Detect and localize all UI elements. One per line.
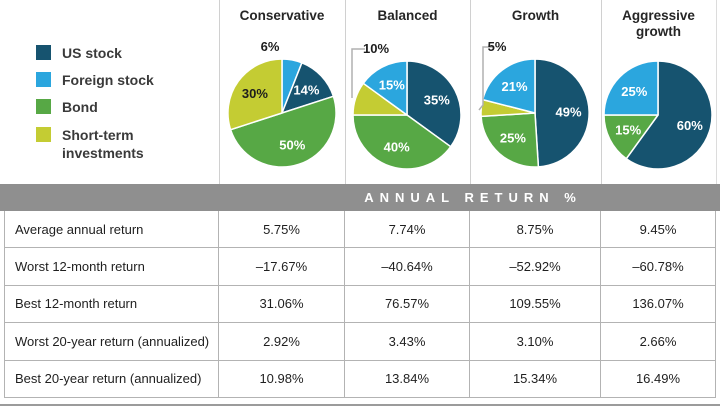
table-row-label: Worst 12-month return [4, 248, 219, 286]
pie-slice-short-term-investments [227, 58, 283, 131]
table-cell: 109.55% [470, 285, 601, 324]
pie-label: 6% [261, 39, 280, 54]
column-divider [470, 0, 471, 184]
pie-label: 49% [555, 104, 581, 119]
legend-item: Bond [36, 98, 172, 116]
table-cell: 3.43% [345, 323, 470, 361]
pie-label: 35% [424, 92, 450, 107]
table-row-label: Worst 20-year return (annualized) [4, 323, 219, 361]
pie-label-leader-line [351, 48, 365, 98]
table-cell: 16.49% [601, 360, 716, 398]
pie-slice-foreign-stock [362, 60, 408, 116]
table-cell: 2.66% [601, 323, 716, 361]
returns-table: Average annual return 5.75% 7.74% 8.75% … [4, 211, 716, 398]
pie-label: 60% [677, 118, 703, 133]
portfolio-header-conservative: Conservative [239, 8, 325, 23]
pie-slice-bond [352, 114, 452, 170]
annual-return-title: ANNUAL RETURN % [364, 190, 582, 205]
table-cell: 9.45% [601, 211, 716, 249]
table-cell: 8.75% [470, 211, 601, 249]
pie-label: 14% [293, 83, 319, 98]
column-divider [345, 0, 346, 184]
pie-label: 40% [384, 139, 410, 154]
column-divider [219, 0, 220, 184]
table-row-label: Average annual return [4, 211, 219, 249]
pie-slice-us-stock [625, 60, 713, 170]
pie-label: 21% [501, 79, 527, 94]
column-divider [601, 0, 602, 184]
table-cell: 5.75% [219, 211, 345, 249]
bond-swatch-icon [36, 99, 51, 115]
pie-label: 30% [242, 86, 268, 101]
table-cell: 2.92% [219, 323, 345, 361]
pie-label: 5% [488, 39, 507, 54]
legend-item: Short-term investments [36, 126, 172, 162]
portfolio-header-aggressive-growth: Aggressive growth [622, 8, 695, 40]
pie-charts-canvas: 6% 14% 50% 30% 35% 40% 10% 15% 49% 25% 5% 21% 60% 15%… [227, 39, 713, 170]
foreign-stock-swatch-icon [36, 72, 51, 88]
legend-label: US stock [62, 45, 122, 61]
pie-slice-us-stock [534, 58, 590, 168]
pie-label: 50% [279, 137, 305, 152]
legend-label: Bond [62, 99, 98, 116]
pie-label: 25% [500, 131, 526, 146]
legend-label: Short-term investments [62, 126, 144, 161]
table-cell: 10.98% [219, 360, 345, 398]
table-cell: 31.06% [219, 285, 345, 324]
us-stock-swatch-icon [36, 45, 51, 60]
table-cell: 76.57% [345, 285, 470, 324]
annual-return-band: ANNUAL RETURN % [0, 184, 720, 211]
table-cell: –40.64% [345, 248, 470, 286]
pie-slice-us-stock [406, 60, 462, 148]
pie-label: 25% [621, 84, 647, 99]
table-cell: –52.92% [470, 248, 601, 286]
legend-item: Foreign stock [36, 71, 172, 89]
pie-label: 15% [615, 123, 641, 138]
table-row-label: Best 12-month return [4, 285, 219, 324]
legend-label: Foreign stock [62, 72, 154, 89]
table-cell: 7.74% [345, 211, 470, 249]
portfolio-header-growth: Growth [511, 8, 560, 23]
portfolio-header-balanced: Balanced [377, 8, 438, 23]
pie-label-leader-line [478, 46, 493, 111]
table-cell: 15.34% [470, 360, 601, 398]
column-divider [716, 0, 717, 184]
short-term-swatch-icon [36, 126, 51, 142]
legend-item: US stock [36, 44, 172, 62]
pie-slice-foreign-stock [481, 58, 536, 114]
legend: US stock Foreign stock Bond Short-term i… [36, 44, 172, 171]
bottom-rule [0, 404, 720, 406]
table-cell: 136.07% [601, 285, 716, 324]
table-row-label: Best 20-year return (annualized) [4, 360, 219, 398]
pie-slice-bond [229, 95, 337, 168]
table-cell: –17.67% [219, 248, 345, 286]
pie-slice-foreign-stock [603, 60, 659, 116]
pie-slice-bond [480, 112, 540, 168]
pie-label: 15% [379, 78, 405, 93]
pie-slice-bond [603, 114, 659, 160]
table-cell: 13.84% [345, 360, 470, 398]
table-cell: –60.78% [601, 248, 716, 286]
pie-label: 10% [363, 41, 389, 56]
table-cell: 3.10% [470, 323, 601, 361]
